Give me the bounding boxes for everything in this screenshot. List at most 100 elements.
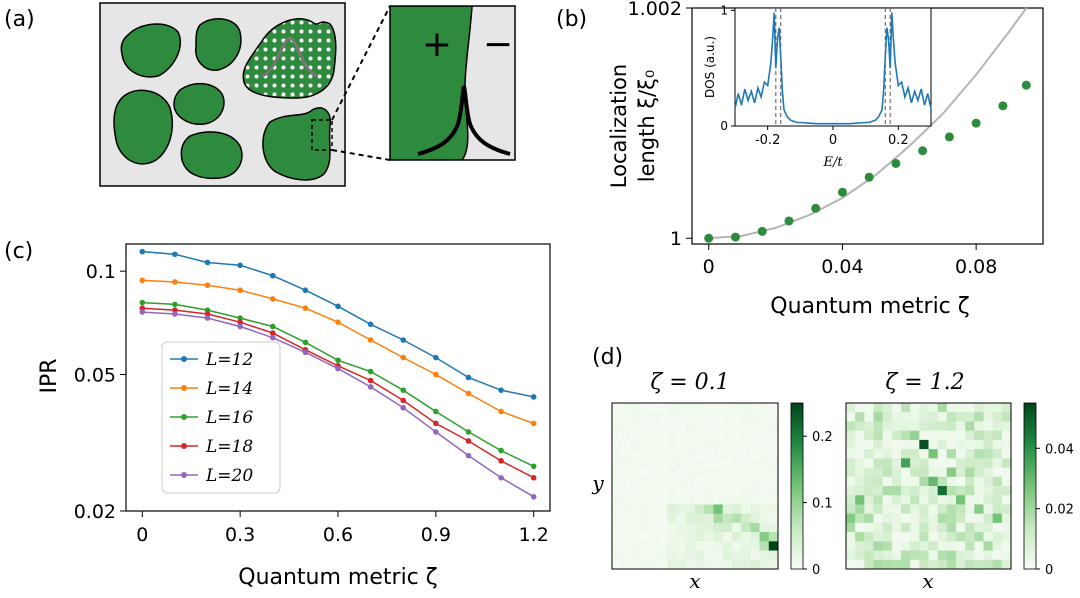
heatmap-cell [658,412,668,422]
heatmap-cell [731,532,742,542]
heatmap-cell [741,449,751,459]
heatmap-cell [965,439,975,450]
heatmap-cell [965,403,975,413]
series-point [465,390,472,397]
heatmap-cell [882,541,893,551]
colorbar-tick-label: 0.1 [812,497,833,512]
heatmap-cell [658,495,668,505]
heatmap-cell [741,541,751,551]
heatmap-cell [928,403,939,413]
heatmap-cell [768,449,779,459]
series-point [400,354,407,361]
heatmap-cell [685,504,696,515]
series-point [433,371,439,378]
heatmap-cell [855,532,865,542]
heatmap-cell [722,467,733,478]
series-point [498,458,504,464]
heatmap-cell [956,513,966,524]
heatmap-cell [750,532,760,542]
heatmap-cell [1001,467,1012,478]
heatmap-cell [846,522,856,533]
heatmap-cell [722,559,733,570]
heatmap-cell [667,504,677,515]
series-point [172,307,178,313]
heatmap-cell [983,421,994,432]
heatmap-cell [846,412,856,422]
heatmap-cell [639,439,650,450]
heatmap-cell [630,486,641,496]
heatmap-cell [901,421,911,432]
y-tick-label: 0.02 [74,501,116,523]
heatmap-cell [956,532,966,542]
heatmap-cell [648,421,659,432]
heatmap-cell [873,513,884,524]
heatmap-2-frame [845,402,1012,570]
heatmap-cell [685,467,696,478]
x-tick-label: 0 [703,256,715,278]
heatmap-cell [855,439,865,450]
heatmap-cell [992,412,1003,422]
heatmap-cell [882,522,893,533]
heatmap-cell [864,522,874,533]
legend-label: L=16 [205,408,253,428]
heatmap-cell [946,541,957,551]
heatmap-cell [704,439,714,450]
heatmap-cell [612,476,622,487]
heatmap-cell [685,476,696,487]
series-point [400,337,407,343]
heatmap-cell [741,532,751,542]
heatmap-cell [741,458,751,468]
heatmap-cell [612,522,622,533]
heatmap-cell [873,559,884,570]
heatmap-cell [873,458,884,468]
heatmap-cell [919,449,929,459]
heatmap-cell [741,467,751,478]
heatmap-cell [910,486,920,496]
heatmap-cell [864,412,874,422]
series-point [204,259,211,266]
heatmap-cell [713,476,724,487]
heatmap-cell [1001,476,1012,487]
heatmap-cell [965,532,975,542]
inset-ticks: -0.2 0 0.2 0 1 [720,3,908,148]
heatmap-cell [759,513,770,524]
heatmap-cell [704,513,714,524]
heatmap-cell [974,504,984,515]
series-point [465,429,472,435]
heatmap-cell [891,495,902,505]
heatmap-cell [937,467,948,478]
legend-label: L=12 [205,350,253,370]
heatmap-cell [846,467,856,478]
heatmap-cell [983,403,994,413]
heatmap-cell [1001,449,1012,459]
heatmap-cell [873,522,884,533]
heatmap-cell [685,559,696,570]
chart-c-xlabel: Quantum metric ζ [238,565,437,590]
inset-x-tick-label: 0 [829,133,837,148]
heatmap-cell [612,495,622,505]
heatmap-cell [695,532,705,542]
heatmap-cell [983,513,994,524]
heatmap-cell [685,439,696,450]
heatmap-cell [676,449,687,459]
heatmap-cell [667,439,677,450]
heatmap-cell [974,495,984,505]
heatmap-cell [658,532,668,542]
heatmap-1-frame [611,402,779,570]
heatmap-cell [882,412,893,422]
heatmap-cell [722,458,733,468]
heatmap-cell [946,430,957,441]
heatmap-cell [864,559,874,570]
heatmap-cell [648,504,659,515]
heatmap-cell [846,421,856,432]
heatmap-cell [992,532,1003,542]
heatmap-cell [722,476,733,487]
colorbar-tick-label: 0.2 [812,430,833,445]
heatmap-cell [621,412,631,422]
heatmap-cell [919,476,929,487]
chart-b-points [704,80,1031,243]
series-point [172,301,178,308]
heatmap-cell [648,439,659,450]
heatmap-cell [676,403,687,413]
heatmap-cell [658,522,668,533]
